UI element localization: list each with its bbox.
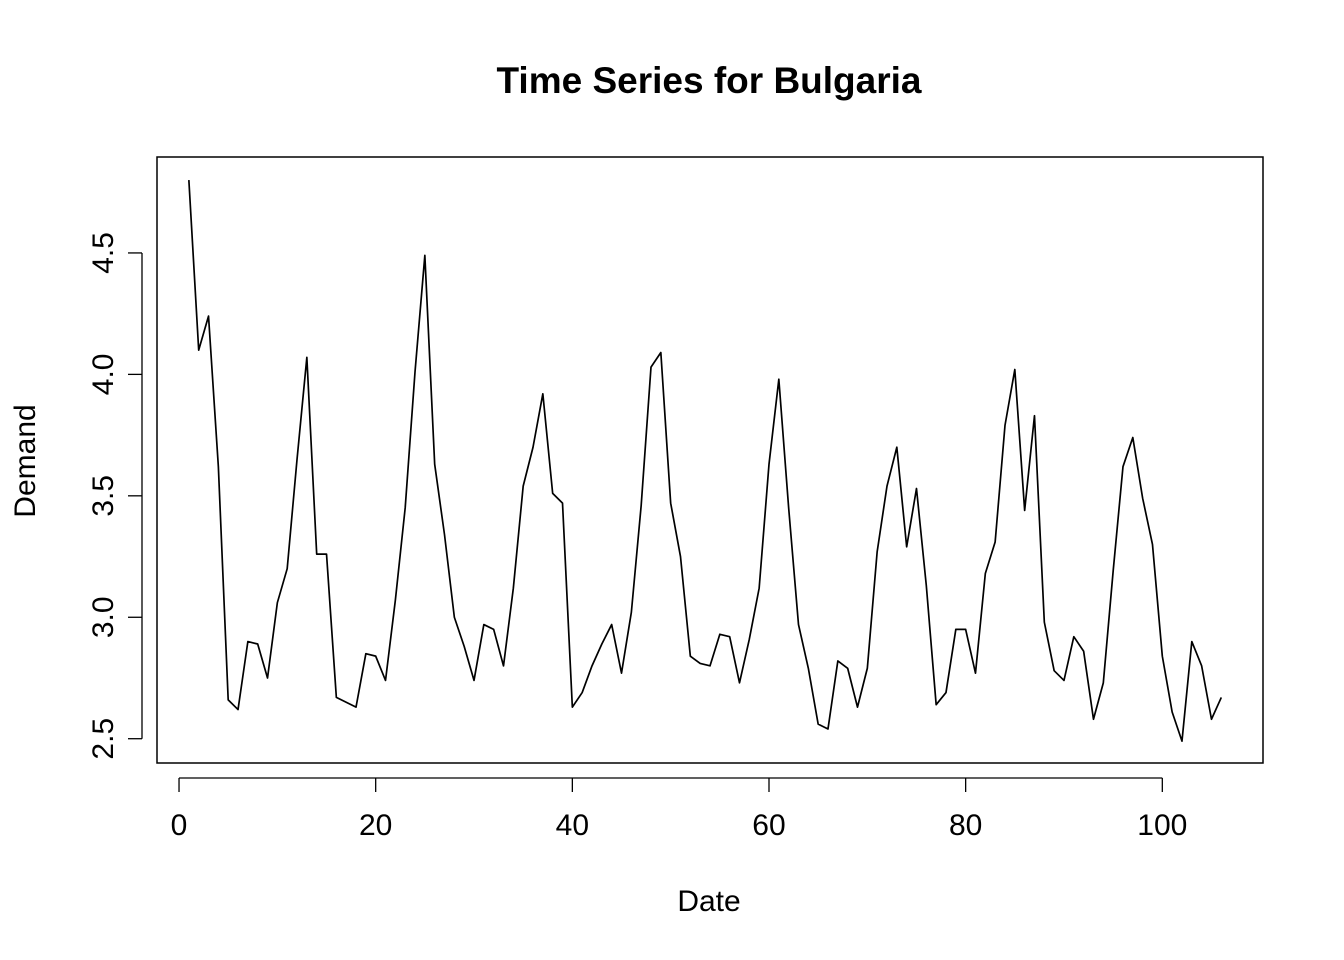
x-tick-label: 20 [359,809,392,842]
x-tick-label: 100 [1137,809,1187,842]
x-tick-label: 40 [556,809,589,842]
plot-area-frame [156,156,1264,764]
y-tick-label: 3.5 [87,475,120,517]
y-tick-label: 2.5 [87,718,120,760]
y-tick-label: 4.0 [87,354,120,396]
x-axis-label: Date [677,885,740,918]
chart-title: Time Series for Bulgaria [497,60,922,101]
x-tick-label: 0 [171,809,188,842]
y-axis: 2.5 3.0 3.5 4.0 4.5 [87,232,143,760]
y-axis-label: Demand [9,404,42,517]
x-tick-label: 80 [949,809,982,842]
y-tick-label: 3.0 [87,596,120,638]
x-tick-label: 60 [752,809,785,842]
y-tick-label: 4.5 [87,232,120,274]
demand-series-line [188,180,1223,742]
x-axis: 0 20 40 60 80 100 [171,777,1187,842]
